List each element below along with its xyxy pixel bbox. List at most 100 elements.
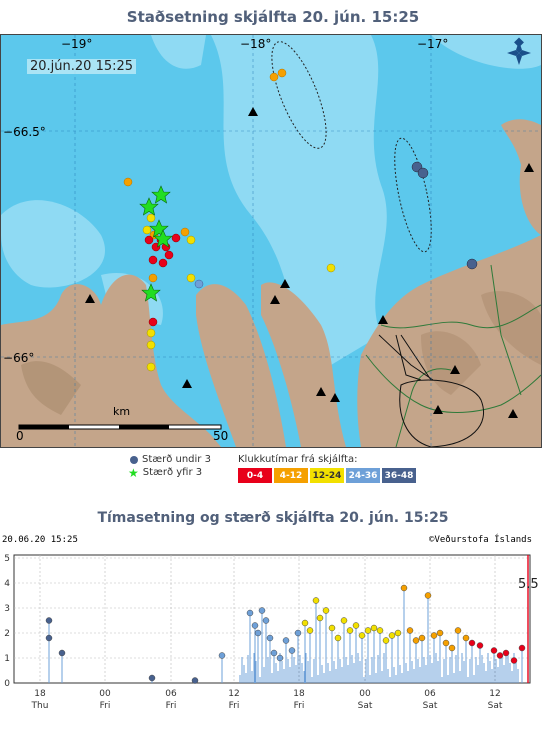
legend-hour-bins: 0-4 4-12 12-24 24-36 36-48 <box>238 468 418 483</box>
x-tick-hour: 18 <box>34 689 46 699</box>
event-dot <box>376 627 384 634</box>
compass-rose-icon <box>507 37 531 65</box>
x-tick-hour: 00 <box>99 689 111 699</box>
y-tick-label: 4 <box>4 579 10 589</box>
bin-4-12: 4-12 <box>274 468 308 483</box>
event-dot <box>282 637 290 644</box>
legend-hours-title: Klukkutímar frá skjálfta: <box>238 454 358 465</box>
event-dot <box>191 677 199 684</box>
x-tick-day: Fri <box>166 701 177 711</box>
x-tick-hour: 12 <box>489 689 500 699</box>
bin-36-48: 36-48 <box>382 468 416 483</box>
plot-frame <box>13 554 531 684</box>
y-tick-label: 0 <box>4 679 10 689</box>
x-tick-day: Sat <box>488 701 503 711</box>
event-dot <box>58 649 66 657</box>
earthquake-map[interactable]: 20.jún.20 15:25 −19° −18° −17° −66.5° −6… <box>0 34 542 448</box>
lat-label-66-5-value: 66.5° <box>13 125 46 139</box>
y-tick-label: 5 <box>4 554 10 564</box>
map-legend: Stærð undir 3 ★ Stærð yfir 3 Klukkutímar… <box>0 452 546 486</box>
large-quake-stars <box>139 185 173 302</box>
scale-unit: km <box>113 405 131 418</box>
event-dot <box>476 642 484 649</box>
event-dot <box>266 634 274 642</box>
x-tick-hour: 12 <box>228 689 239 699</box>
event-dot <box>306 627 314 634</box>
lat-label-66-value: 66° <box>13 351 35 365</box>
timeline-title: Tímasetning og stærð skjálfta 20. jún. 1… <box>97 510 449 526</box>
x-tick-day: Fri <box>229 701 240 711</box>
x-tick-day: Thu <box>31 701 49 711</box>
timeline-timestamp: 20.06.20 15:25 <box>2 535 78 545</box>
event-dot <box>45 634 53 642</box>
legend-over3-label: Stærð yfir 3 <box>142 467 203 478</box>
bin-12-24: 12-24 <box>310 468 344 483</box>
event-dot <box>436 629 444 637</box>
event-dot <box>218 652 226 659</box>
event-dot <box>276 654 284 662</box>
scale-end: 50 <box>213 429 229 443</box>
event-dot <box>502 649 510 657</box>
lat-label-66: −66° <box>3 351 35 365</box>
event-dot <box>490 647 498 654</box>
event-dot <box>254 629 262 637</box>
event-dot <box>270 649 278 657</box>
event-dot <box>322 607 330 614</box>
event-dot <box>394 629 402 637</box>
event-dot <box>288 647 296 654</box>
event-dot <box>301 619 309 627</box>
star-icon: ★ <box>128 465 139 480</box>
event-dot <box>468 639 476 647</box>
event-dot <box>328 624 336 632</box>
event-dot <box>358 632 366 639</box>
event-dot <box>412 637 420 644</box>
timeline-chart[interactable]: 20.06.20 15:25 ©Veðurstofa Íslands 5.5 0… <box>0 530 546 729</box>
event-dot <box>340 617 348 624</box>
legend-under3-label: Stærð undir 3 <box>142 454 211 465</box>
map-title: Staðsetning skjálfta 20. jún. 15:25 <box>126 8 420 26</box>
scale-bar <box>18 424 222 430</box>
x-tick-hour: 06 <box>424 689 436 699</box>
event-dot <box>388 632 396 639</box>
event-dot <box>262 617 270 624</box>
bin-0-4: 0-4 <box>238 468 272 483</box>
x-tick-day: Sat <box>423 701 438 711</box>
event-dot <box>45 617 53 624</box>
event-dot <box>346 627 354 634</box>
x-tick-day: Fri <box>294 701 305 711</box>
event-dot <box>312 597 320 604</box>
event-dot <box>352 622 360 629</box>
x-tick-day: Sat <box>358 701 373 711</box>
volcano-markers <box>85 107 534 418</box>
event-dot <box>454 627 462 634</box>
event-dot <box>462 634 470 642</box>
event-dot <box>406 627 414 634</box>
x-tick-hour: 18 <box>293 689 305 699</box>
event-dot <box>424 592 432 599</box>
event-dot <box>294 629 302 637</box>
y-tick-label: 3 <box>4 604 10 614</box>
lon-label-18: −18° <box>240 37 272 51</box>
y-tick-label: 1 <box>4 654 10 664</box>
lat-label-66-5: −66.5° <box>3 125 46 139</box>
x-tick-hour: 06 <box>165 689 177 699</box>
event-dot <box>448 644 456 652</box>
event-dot <box>496 652 504 659</box>
event-dot <box>246 609 254 617</box>
x-tick-day: Fri <box>100 701 111 711</box>
x-tick-hour: 00 <box>359 689 371 699</box>
event-dot <box>364 627 372 634</box>
event-dot <box>510 657 518 664</box>
event-dot <box>430 632 438 639</box>
legend-under3: Stærð undir 3 <box>130 454 211 465</box>
map-timestamp: 20.jún.20 15:25 <box>27 59 137 74</box>
event-dot <box>148 674 156 682</box>
event-dot <box>334 634 342 642</box>
event-dot <box>370 624 378 632</box>
event-dot <box>316 614 324 622</box>
event-dot <box>382 637 390 644</box>
small-quake-dot-icon <box>130 455 138 464</box>
lon-label-17: −17° <box>417 37 449 51</box>
event-dot <box>442 639 450 647</box>
scale-start: 0 <box>16 429 24 443</box>
